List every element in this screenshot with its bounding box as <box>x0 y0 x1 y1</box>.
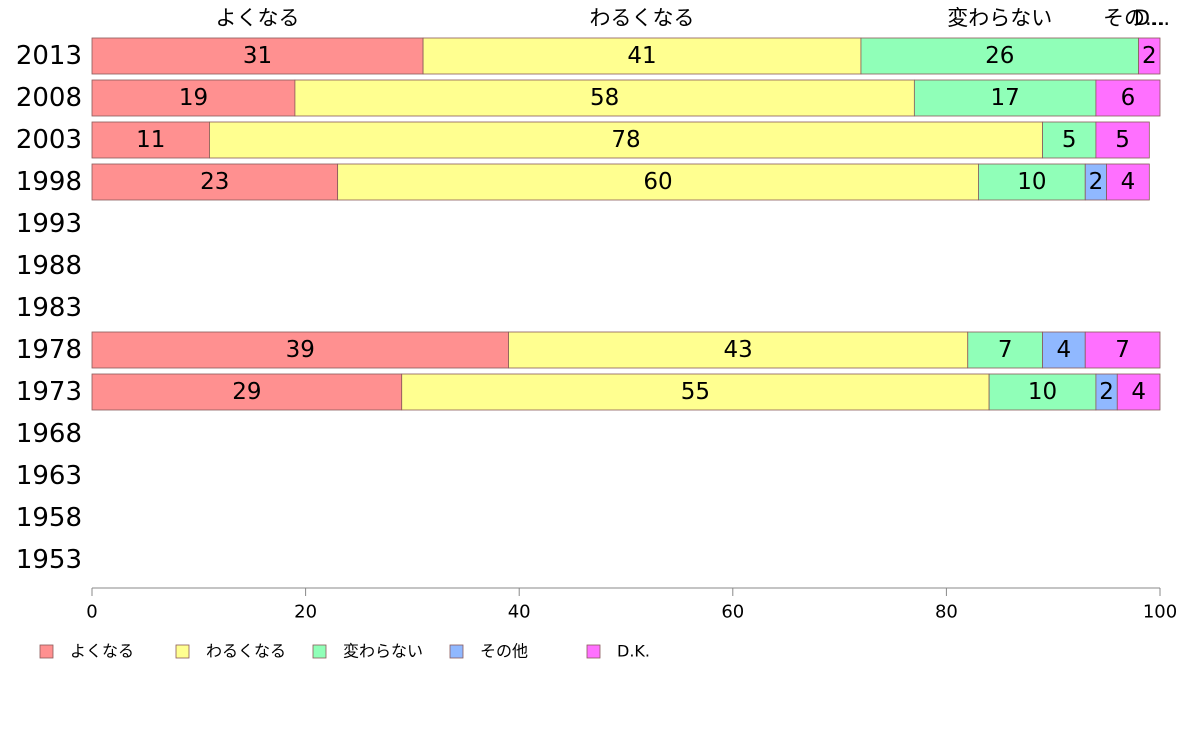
top-label-4: D... <box>1134 6 1170 30</box>
legend-label-4: D.K. <box>617 642 650 661</box>
legend-label-1: わるくなる <box>206 642 286 661</box>
year-label-1993: 1993 <box>16 209 82 239</box>
bar-1973-series-4 <box>1116 373 1161 411</box>
year-label-1983: 1983 <box>16 293 82 323</box>
x-tick-label-20: 20 <box>294 602 317 623</box>
value-label-1978-series-3: 4 <box>1057 337 1072 363</box>
value-label-1998-series-4: 4 <box>1121 169 1136 195</box>
value-label-1978-series-0: 39 <box>286 337 315 363</box>
bar-2013-series-1 <box>422 37 862 75</box>
bar-2008-series-2 <box>913 79 1097 117</box>
legend-label-3: その他 <box>480 642 528 661</box>
value-label-2013-series-0: 31 <box>243 43 272 69</box>
bar-2013-series-4 <box>1138 37 1161 75</box>
legend-label-0: よくなる <box>70 642 134 661</box>
value-label-1973-series-1: 55 <box>681 379 710 405</box>
x-tick-label-80: 80 <box>935 602 958 623</box>
year-label-1958: 1958 <box>16 503 82 533</box>
bar-1978-series-2 <box>967 331 1043 369</box>
bar-1998-series-2 <box>978 163 1086 201</box>
value-label-1978-series-4: 7 <box>1115 337 1130 363</box>
year-label-1978: 1978 <box>16 335 82 365</box>
value-label-2003-series-1: 78 <box>611 127 640 153</box>
x-axis: 0 20 40 60 80 100 <box>86 587 1177 623</box>
x-tick-label-100: 100 <box>1143 602 1177 623</box>
top-label-3: その... <box>1103 6 1165 30</box>
value-label-1973-series-3: 2 <box>1099 379 1114 405</box>
bar-1973-series-2 <box>988 373 1097 411</box>
bar-1978-series-1 <box>508 331 969 369</box>
year-axis-labels: 2013 2008 2003 1998 1993 1988 1983 1978 1973 1968… <box>16 41 82 575</box>
bar-1973-series-0 <box>91 373 403 411</box>
bar-1998-series-1 <box>337 163 979 201</box>
year-label-1968: 1968 <box>16 419 82 449</box>
year-label-1973: 1973 <box>16 377 82 407</box>
value-label-2003-series-0: 11 <box>136 127 165 153</box>
bar-2003-series-1 <box>209 121 1043 159</box>
value-label-2008-series-2: 17 <box>990 85 1019 111</box>
bar-2003-series-2 <box>1042 121 1097 159</box>
bars-layer: 31 41 26 219 58 17 611 78 5 523 60 10 2 439 43 7 4 729 55 1… <box>91 37 1161 411</box>
value-label-1998-series-2: 10 <box>1017 169 1046 195</box>
value-label-2013-series-1: 41 <box>627 43 656 69</box>
value-label-1998-series-0: 23 <box>200 169 229 195</box>
bar-2003-series-4 <box>1095 121 1150 159</box>
bar-2008-series-1 <box>294 79 915 117</box>
x-tick-label-60: 60 <box>721 602 744 623</box>
x-tick-label-40: 40 <box>508 602 531 623</box>
legend-swatch-0 <box>39 644 54 659</box>
value-label-2013-series-2: 26 <box>985 43 1014 69</box>
value-label-1998-series-3: 2 <box>1089 169 1104 195</box>
value-label-2008-series-4: 6 <box>1121 85 1136 111</box>
value-label-1973-series-2: 10 <box>1028 379 1057 405</box>
top-label-2: 変わらない <box>947 6 1052 30</box>
value-label-2008-series-0: 19 <box>179 85 208 111</box>
bar-2008-series-0 <box>91 79 296 117</box>
year-label-1963: 1963 <box>16 461 82 491</box>
year-label-1953: 1953 <box>16 545 82 575</box>
bar-2003-series-0 <box>91 121 210 159</box>
value-label-1978-series-2: 7 <box>998 337 1013 363</box>
value-label-2003-series-2: 5 <box>1062 127 1077 153</box>
value-label-1978-series-1: 43 <box>723 337 752 363</box>
value-label-1973-series-4: 4 <box>1131 379 1146 405</box>
year-label-2003: 2003 <box>16 125 82 155</box>
legend-swatch-3 <box>449 644 464 659</box>
bar-1978-series-4 <box>1084 331 1161 369</box>
legend-label-2: 変わらない <box>343 642 423 661</box>
top-label-1: わるくなる <box>590 6 695 30</box>
year-label-1998: 1998 <box>16 167 82 197</box>
bar-1978-series-3 <box>1042 331 1086 369</box>
category-header-labels: よくなる わるくなる 変わらない その...D... <box>216 6 1171 30</box>
value-label-2013-series-4: 2 <box>1142 43 1157 69</box>
bar-2008-series-4 <box>1095 79 1161 117</box>
year-label-2008: 2008 <box>16 83 82 113</box>
bar-1978-series-0 <box>91 331 509 369</box>
bar-1998-series-4 <box>1106 163 1150 201</box>
value-label-1973-series-0: 29 <box>232 379 261 405</box>
value-label-1998-series-1: 60 <box>643 169 672 195</box>
bar-2013-series-2 <box>860 37 1140 75</box>
year-label-2013: 2013 <box>16 41 82 71</box>
legend: よくなる わるくなる 変わらない その他 D.K. <box>39 642 650 661</box>
bar-1998-series-0 <box>91 163 339 201</box>
bar-2013-series-0 <box>91 37 424 75</box>
legend-swatch-2 <box>312 644 327 659</box>
x-tick-label-0: 0 <box>86 602 97 623</box>
value-label-2003-series-4: 5 <box>1115 127 1130 153</box>
year-label-1988: 1988 <box>16 251 82 281</box>
bar-1973-series-1 <box>401 373 990 411</box>
legend-swatch-4 <box>586 644 601 659</box>
value-label-2008-series-1: 58 <box>590 85 619 111</box>
top-label-0: よくなる <box>216 6 300 30</box>
legend-swatch-1 <box>175 644 190 659</box>
